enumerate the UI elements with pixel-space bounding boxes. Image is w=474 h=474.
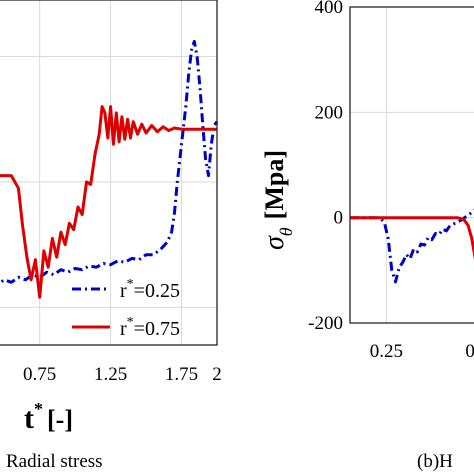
x-axis-title-unit: [-] [47,405,73,434]
left-x-tick-3: 2 [212,364,222,385]
right-y-axis-title: σθ [Mpa] [259,150,296,250]
left-series-line-1 [0,105,217,299]
left-series-line-0 [0,39,219,285]
right-x-tick-0: 0.25 [370,341,403,362]
left-x-axis-title: t* [-] [24,399,73,435]
left-x-tick-1: 1.25 [94,364,127,385]
right-y-tick-labels: 400 200 0 -200 [308,0,343,334]
left-caption: Radial stress [6,451,103,472]
right-y-tick-1: 200 [315,102,344,123]
right-plot-frame [349,6,474,324]
left-plot-series [0,39,219,299]
legend-label-r025: r*=0.25 [120,277,180,302]
right-series-line-1 [350,216,474,260]
y-axis-title-sub: θ [276,227,296,236]
right-x-tick-labels: 0.25 0.7 [370,341,474,362]
right-x-tick-1: 0.7 [465,341,474,362]
right-y-tick-2: 0 [334,208,344,229]
legend-r025-sup: * [127,277,134,292]
right-plot-grid [350,6,474,324]
right-plot-series [350,208,474,284]
y-axis-title-unit: [Mpa] [260,150,289,219]
right-y-tick-0: 400 [315,0,344,18]
x-axis-title-sup: * [34,399,43,419]
right-series-line-0 [350,208,474,284]
x-axis-title-var: t [24,402,34,435]
legend-r075-main: r [120,318,127,340]
right-y-tick-3: -200 [308,313,343,334]
legend: r*=0.25 r*=0.75 [72,277,180,340]
left-plot-grid [0,0,218,345]
legend-r025-main: r [120,280,127,302]
legend-label-r075: r*=0.75 [120,315,180,340]
legend-r025-value: =0.25 [134,280,180,302]
right-caption: (b)H [417,451,453,472]
left-plot-frame [0,0,218,346]
legend-r075-value: =0.75 [134,318,180,340]
left-x-tick-labels: 0.75 1.25 1.75 2 [23,364,222,385]
legend-r075-sup: * [127,315,134,330]
y-axis-title-symbol: σ [259,235,290,250]
left-x-tick-0: 0.75 [23,364,56,385]
left-x-tick-2: 1.75 [165,364,198,385]
